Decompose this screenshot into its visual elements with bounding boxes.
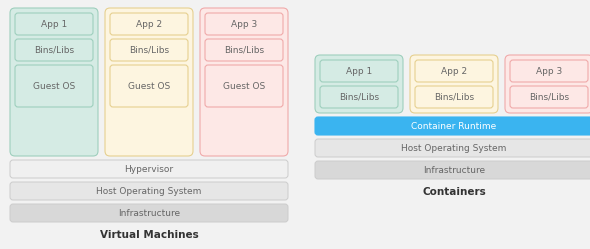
- FancyBboxPatch shape: [410, 55, 498, 113]
- FancyBboxPatch shape: [315, 139, 590, 157]
- Text: Bins/Libs: Bins/Libs: [529, 92, 569, 102]
- FancyBboxPatch shape: [10, 182, 288, 200]
- FancyBboxPatch shape: [15, 65, 93, 107]
- Text: Guest OS: Guest OS: [128, 81, 170, 90]
- FancyBboxPatch shape: [205, 13, 283, 35]
- FancyBboxPatch shape: [510, 86, 588, 108]
- Text: Virtual Machines: Virtual Machines: [100, 230, 198, 240]
- Text: Guest OS: Guest OS: [223, 81, 265, 90]
- FancyBboxPatch shape: [505, 55, 590, 113]
- FancyBboxPatch shape: [205, 65, 283, 107]
- FancyBboxPatch shape: [510, 60, 588, 82]
- FancyBboxPatch shape: [110, 65, 188, 107]
- Text: Host Operating System: Host Operating System: [401, 143, 507, 152]
- Text: Container Runtime: Container Runtime: [411, 122, 497, 130]
- Text: Bins/Libs: Bins/Libs: [339, 92, 379, 102]
- FancyBboxPatch shape: [415, 60, 493, 82]
- Text: Hypervisor: Hypervisor: [124, 165, 173, 174]
- FancyBboxPatch shape: [315, 55, 403, 113]
- FancyBboxPatch shape: [15, 39, 93, 61]
- Text: App 3: App 3: [231, 19, 257, 28]
- Text: Containers: Containers: [422, 187, 486, 197]
- Text: App 3: App 3: [536, 66, 562, 75]
- Text: App 1: App 1: [41, 19, 67, 28]
- FancyBboxPatch shape: [315, 117, 590, 135]
- FancyBboxPatch shape: [10, 160, 288, 178]
- FancyBboxPatch shape: [200, 8, 288, 156]
- Text: Host Operating System: Host Operating System: [96, 187, 202, 195]
- Text: App 2: App 2: [441, 66, 467, 75]
- FancyBboxPatch shape: [320, 60, 398, 82]
- Text: Bins/Libs: Bins/Libs: [224, 46, 264, 55]
- FancyBboxPatch shape: [315, 161, 590, 179]
- Text: Bins/Libs: Bins/Libs: [34, 46, 74, 55]
- FancyBboxPatch shape: [15, 13, 93, 35]
- FancyBboxPatch shape: [10, 204, 288, 222]
- Text: Bins/Libs: Bins/Libs: [434, 92, 474, 102]
- FancyBboxPatch shape: [110, 39, 188, 61]
- FancyBboxPatch shape: [205, 39, 283, 61]
- FancyBboxPatch shape: [415, 86, 493, 108]
- FancyBboxPatch shape: [10, 8, 98, 156]
- Text: Guest OS: Guest OS: [33, 81, 75, 90]
- FancyBboxPatch shape: [105, 8, 193, 156]
- Text: App 1: App 1: [346, 66, 372, 75]
- Text: Infrastructure: Infrastructure: [118, 208, 180, 217]
- Text: App 2: App 2: [136, 19, 162, 28]
- FancyBboxPatch shape: [110, 13, 188, 35]
- Text: Bins/Libs: Bins/Libs: [129, 46, 169, 55]
- Text: Infrastructure: Infrastructure: [423, 166, 485, 175]
- FancyBboxPatch shape: [320, 86, 398, 108]
